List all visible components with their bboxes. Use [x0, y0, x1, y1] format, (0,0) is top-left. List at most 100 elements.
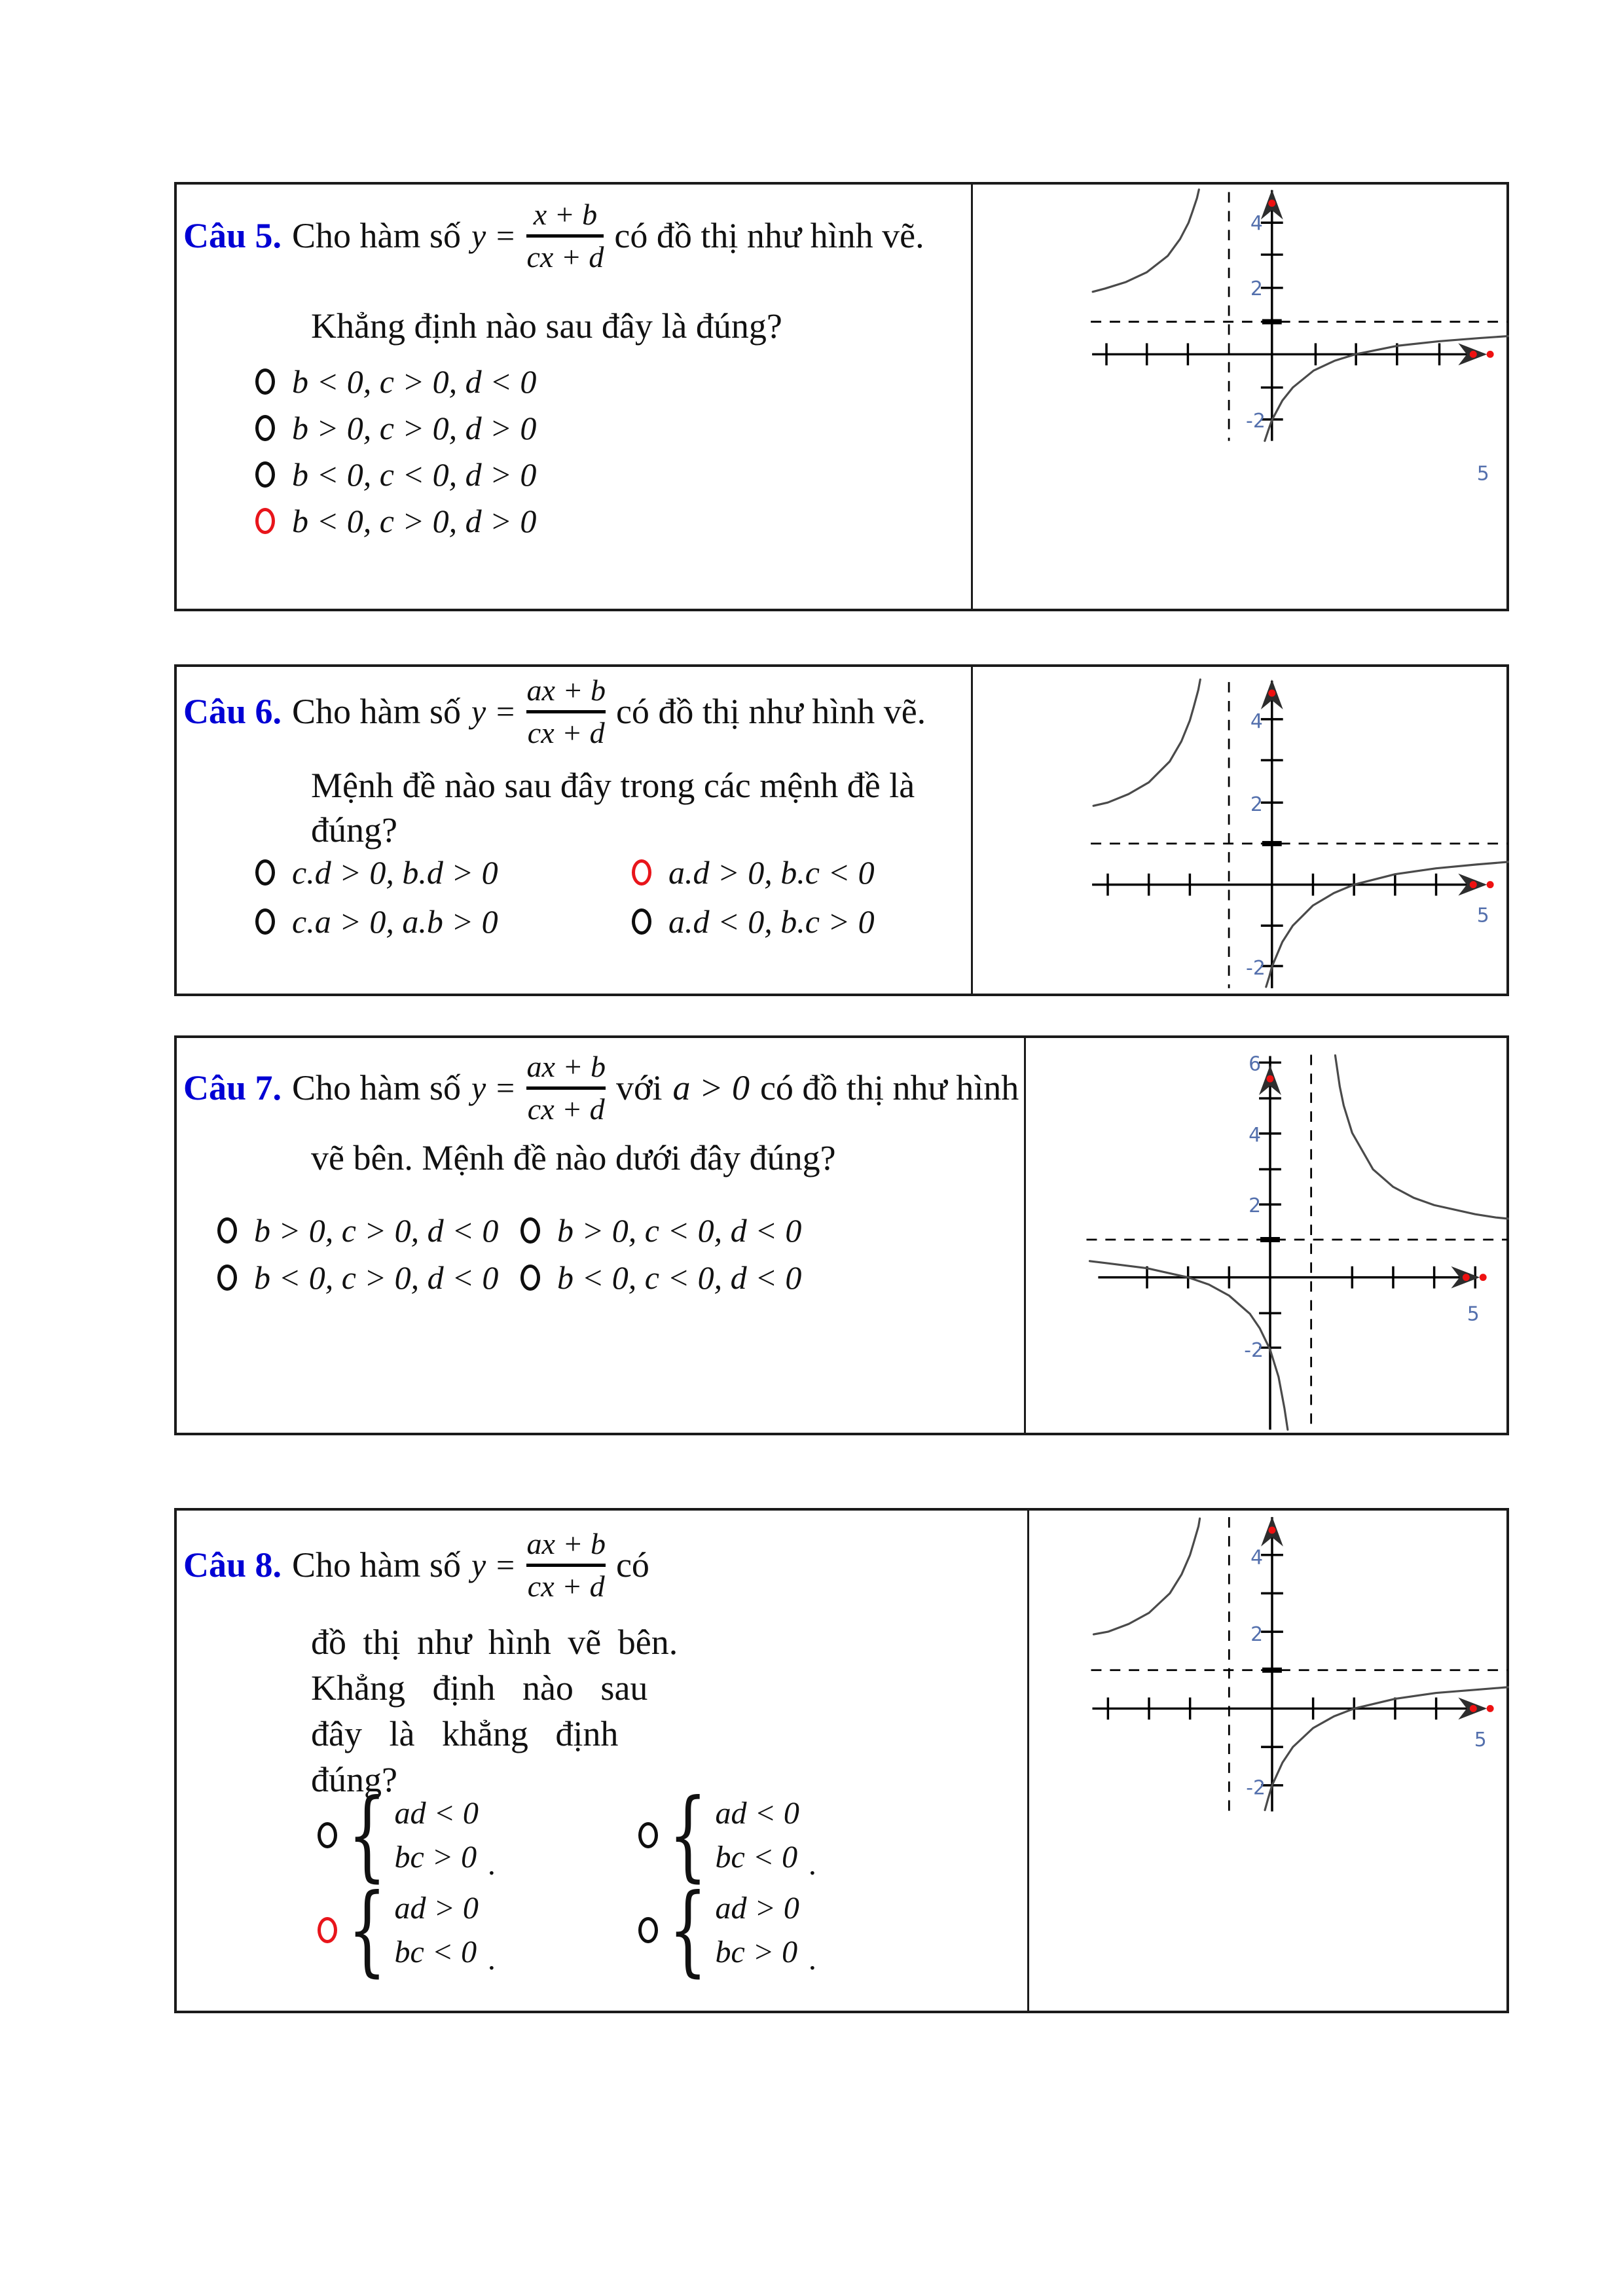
option-d[interactable]: b < 0, c > 0, d > 0 [255, 502, 536, 540]
fraction-denominator: cx + d [527, 1569, 605, 1603]
radio-icon[interactable] [255, 859, 275, 886]
question-6-line3: đúng? [311, 810, 397, 850]
stem-text: có đồ thị như hình [759, 1068, 1019, 1108]
radio-icon[interactable] [318, 1917, 337, 1944]
stem-text: Cho hàm số [292, 1545, 462, 1585]
option-text: c.a > 0, a.b > 0 [292, 903, 498, 940]
y-tick-label: -2 [1246, 1777, 1266, 1800]
question-7-line2: vẽ bên. Mệnh đề nào dưới đây đúng? [311, 1138, 836, 1177]
option-text: b > 0, c < 0, d < 0 [557, 1212, 802, 1249]
y-axis [1260, 189, 1283, 441]
system-line-2: bc < 0 [394, 1935, 477, 1970]
fraction-numerator: ax + b [526, 1527, 606, 1560]
x-tick-label: 5 [1467, 1302, 1480, 1325]
question-6-graph-pane: 4 2 -2 5 [975, 667, 1509, 994]
option-a[interactable]: b > 0, c > 0, d < 0 [217, 1211, 498, 1249]
option-c[interactable]: b < 0, c < 0, d > 0 [255, 456, 536, 493]
question-8-text-pane: Câu 8. Cho hàm số y = ax + b cx + d có đ… [177, 1511, 1029, 2011]
radio-icon[interactable] [255, 461, 275, 488]
hyperbola-left-branch [1092, 1517, 1201, 1636]
y-axis [1261, 1516, 1283, 1812]
option-a[interactable]: { ad < 0 bc > 0 . [318, 1786, 496, 1884]
y-tick-label: 4 [1250, 710, 1263, 733]
radio-icon[interactable] [217, 1217, 237, 1244]
period: . [487, 1846, 496, 1882]
question-6-stem: Câu 6. Cho hàm số y = ax + b cx + d có đ… [183, 673, 926, 749]
fraction-denominator: cx + d [527, 1092, 605, 1126]
asymptotes [1086, 1054, 1508, 1430]
period: . [808, 1846, 816, 1882]
brace-icon: { [668, 1778, 708, 1892]
y-tick-label: 2 [1250, 793, 1263, 816]
fraction-denominator: cx + d [527, 715, 605, 749]
question-6-text-pane: Câu 6. Cho hàm số y = ax + b cx + d có đ… [177, 667, 973, 994]
x-tick-label: 5 [1477, 462, 1489, 485]
stem-text: có đồ thị như hình vẽ. [614, 216, 924, 256]
question-box-7: Câu 7. Cho hàm số y = ax + b cx + d với … [174, 1035, 1509, 1435]
option-a[interactable]: b < 0, c > 0, d < 0 [255, 363, 536, 401]
option-b[interactable]: a.d > 0, b.c < 0 [632, 853, 875, 891]
question-8-line2: đồ thị như hình vẽ bên. [311, 1623, 678, 1662]
fraction-bar [526, 1086, 606, 1090]
x-axis [1092, 343, 1494, 366]
fraction: ax + b cx + d [526, 673, 606, 749]
x-axis [1092, 873, 1494, 896]
option-b[interactable]: b > 0, c < 0, d < 0 [520, 1211, 801, 1249]
y-tick-label: 4 [1250, 1547, 1263, 1570]
question-number: Câu 8. [183, 1545, 282, 1585]
question-5-line2: Khẳng định nào sau đây là đúng? [311, 306, 782, 346]
radio-icon[interactable] [318, 1822, 337, 1849]
question-7-graph-pane: 6 4 2 -2 5 [1028, 1038, 1509, 1433]
option-c[interactable]: c.a > 0, a.b > 0 [255, 903, 498, 941]
option-text: c.d > 0, b.d > 0 [292, 854, 498, 891]
system-line-1: ad > 0 [715, 1891, 799, 1926]
brace-icon: { [668, 1873, 708, 1987]
x-axis [1092, 1697, 1494, 1720]
stem-text: Cho hàm số [292, 216, 462, 256]
option-d[interactable]: a.d < 0, b.c > 0 [632, 903, 875, 941]
question-number: Câu 5. [183, 216, 282, 256]
radio-icon[interactable] [632, 859, 651, 886]
question-8-line4: đây là khẳng định [311, 1714, 619, 1753]
question-number: Câu 7. [183, 1068, 282, 1108]
radio-icon[interactable] [255, 415, 275, 441]
radio-icon[interactable] [638, 1822, 658, 1849]
option-text: b < 0, c > 0, d < 0 [292, 363, 537, 400]
question-box-5: Câu 5. Cho hàm số y = x + b cx + d có đồ… [174, 182, 1509, 611]
option-c[interactable]: { ad > 0 bc < 0 . [318, 1873, 496, 1987]
y-tick-label: 2 [1250, 278, 1263, 300]
radio-icon[interactable] [520, 1217, 540, 1244]
option-c[interactable]: b < 0, c > 0, d < 0 [217, 1259, 498, 1297]
question-8-line5: đúng? [311, 1760, 397, 1799]
option-d[interactable]: { ad > 0 bc > 0 . [638, 1873, 816, 1987]
radio-icon[interactable] [255, 368, 275, 395]
system-line-2: bc < 0 [715, 1840, 798, 1875]
y-axis [1260, 679, 1283, 988]
option-text: b < 0, c > 0, d < 0 [254, 1259, 499, 1296]
fraction: x + b cx + d [526, 198, 604, 274]
option-b[interactable]: b > 0, c > 0, d > 0 [255, 409, 536, 447]
option-text: b < 0, c > 0, d > 0 [292, 503, 537, 539]
option-b[interactable]: { ad < 0 bc < 0 . [638, 1778, 816, 1892]
question-5-text-pane: Câu 5. Cho hàm số y = x + b cx + d có đồ… [177, 185, 973, 609]
option-a[interactable]: c.d > 0, b.d > 0 [255, 853, 498, 891]
stem-text: Cho hàm số [292, 1068, 462, 1108]
hyperbola-right-branch [1264, 1686, 1509, 1812]
radio-icon[interactable] [255, 508, 275, 534]
radio-icon[interactable] [255, 908, 275, 935]
question-5-graph-pane: 4 2 -2 5 [975, 185, 1509, 609]
period: . [487, 1941, 496, 1977]
y-tick-label: 2 [1250, 1623, 1263, 1646]
hyperbola-right-branch [1264, 334, 1509, 442]
radio-icon[interactable] [217, 1265, 237, 1291]
period: . [808, 1941, 816, 1977]
radio-icon[interactable] [638, 1917, 658, 1944]
equation-lhs: y = [471, 217, 517, 255]
question-8-line3: Khẳng định nào sau [311, 1668, 648, 1708]
option-d[interactable]: b < 0, c < 0, d < 0 [520, 1259, 801, 1297]
system-line-1: ad < 0 [715, 1796, 799, 1831]
brace-icon: { [348, 1873, 387, 1987]
radio-icon[interactable] [632, 908, 651, 935]
asymptotes [1091, 1517, 1508, 1813]
radio-icon[interactable] [520, 1265, 540, 1291]
